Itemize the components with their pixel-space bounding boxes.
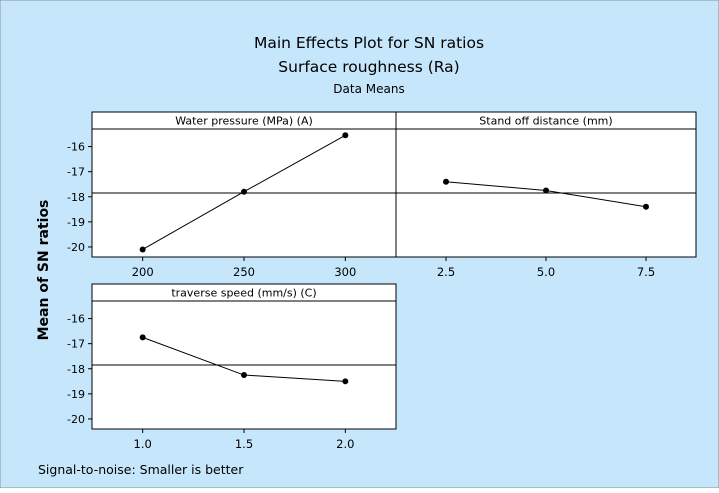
y-tick-label: -20 bbox=[67, 413, 85, 426]
x-tick-label: 5.0 bbox=[537, 265, 555, 279]
x-tick-label: 200 bbox=[132, 265, 154, 279]
panels-group: Water pressure (MPa) (A) -16 -17 -18 -19 -20 2… bbox=[67, 111, 697, 451]
y-tick-label: -18 bbox=[67, 191, 85, 204]
y-tick-label: -20 bbox=[67, 241, 85, 254]
x-tick-label: 1.0 bbox=[134, 437, 152, 451]
panel-label: Water pressure (MPa) (A) bbox=[175, 115, 313, 128]
panel-label: Stand off distance (mm) bbox=[479, 115, 612, 128]
chart-subtitle-2: Data Means bbox=[333, 82, 404, 96]
y-axis-label: Mean of SN ratios bbox=[36, 200, 52, 341]
data-point bbox=[443, 178, 449, 185]
data-point bbox=[543, 187, 549, 194]
data-point bbox=[342, 378, 349, 385]
x-tick-label: 250 bbox=[233, 265, 255, 279]
y-tick-label: -19 bbox=[67, 216, 85, 229]
y-tick-label: -16 bbox=[67, 141, 85, 154]
x-tick-label: 1.5 bbox=[235, 437, 253, 451]
y-tick-label: -17 bbox=[67, 166, 85, 179]
y-tick-label: -19 bbox=[67, 388, 85, 401]
data-point bbox=[342, 132, 349, 139]
data-point bbox=[241, 372, 247, 379]
x-tick-label: 7.5 bbox=[637, 265, 655, 279]
chart-title: Main Effects Plot for SN ratios bbox=[254, 34, 484, 52]
data-point bbox=[241, 188, 247, 195]
y-tick-label: -17 bbox=[67, 338, 85, 351]
data-point bbox=[139, 334, 146, 341]
chart-subtitle: Surface roughness (Ra) bbox=[278, 58, 459, 76]
x-tick-label: 2.0 bbox=[336, 437, 354, 451]
x-tick-label: 2.5 bbox=[437, 265, 455, 279]
x-tick-label: 300 bbox=[334, 265, 356, 279]
data-point bbox=[139, 246, 146, 253]
footnote: Signal-to-noise: Smaller is better bbox=[38, 462, 244, 477]
y-tick-label: -18 bbox=[67, 363, 85, 376]
y-tick-label: -16 bbox=[67, 313, 85, 326]
data-point bbox=[643, 203, 649, 210]
panel-label: traverse speed (mm/s) (C) bbox=[171, 287, 316, 300]
